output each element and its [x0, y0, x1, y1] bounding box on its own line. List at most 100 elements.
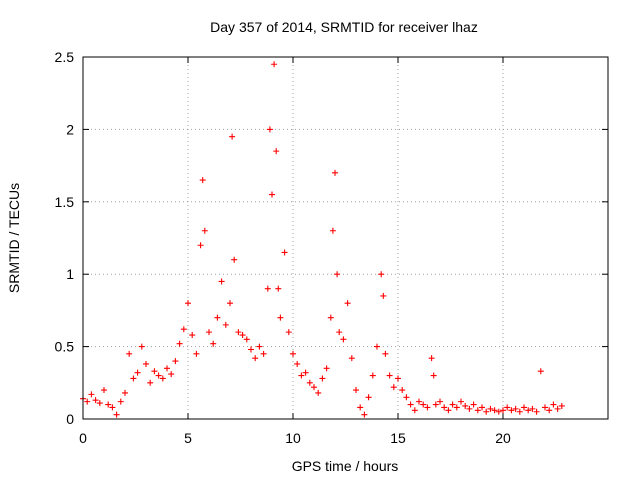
data-point [222, 321, 229, 328]
data-point [470, 401, 477, 408]
plot-frame [82, 56, 609, 420]
data-point [537, 368, 544, 375]
data-point [210, 340, 217, 347]
data-point [369, 372, 376, 379]
data-point [542, 404, 548, 411]
data-point [319, 375, 326, 382]
x-tick-labels: 0 5 10 15 20 [79, 430, 511, 446]
data-point [84, 398, 91, 405]
y-tick-label: 2 [66, 121, 74, 137]
chart-title: Day 357 of 2014, SRMTID for receiver lha… [210, 19, 478, 35]
data-point [88, 391, 95, 398]
data-point [275, 285, 282, 292]
data-point [353, 387, 359, 394]
data-point [529, 405, 536, 412]
data-point [189, 332, 196, 339]
data-point [432, 401, 439, 408]
data-point [113, 411, 120, 418]
data-point [294, 360, 301, 367]
data-point [361, 411, 368, 418]
data-point [428, 355, 435, 362]
data-point [416, 398, 422, 405]
data-point [306, 379, 313, 386]
data-point [445, 407, 452, 414]
data-point [168, 371, 175, 378]
data-point [285, 329, 292, 336]
x-tick-label: 5 [184, 430, 192, 446]
data-point [512, 405, 519, 412]
data-point [206, 329, 212, 336]
data-point [243, 336, 250, 343]
data-point [329, 227, 336, 234]
data-point [554, 405, 561, 412]
data-point [521, 404, 527, 411]
x-tick-label: 0 [79, 430, 87, 446]
data-point [96, 400, 103, 407]
data-point [239, 332, 246, 339]
data-point [336, 329, 343, 336]
data-point [441, 404, 448, 411]
data-point [298, 372, 305, 379]
data-point [516, 408, 523, 415]
data-point [504, 404, 511, 411]
data-point [185, 300, 191, 307]
data-point [164, 365, 170, 372]
data-point [323, 365, 330, 372]
data-points [80, 61, 565, 418]
data-point [172, 358, 179, 365]
data-point [155, 372, 162, 379]
data-point [199, 177, 206, 184]
data-point [281, 249, 288, 256]
data-point [558, 402, 565, 409]
data-point [109, 404, 116, 411]
data-point [334, 271, 341, 278]
y-tick-label: 1 [66, 266, 74, 282]
data-point [458, 398, 464, 405]
data-point [159, 375, 166, 382]
data-point [193, 350, 200, 357]
y-tick-label: 0 [66, 411, 74, 427]
data-point [453, 404, 460, 411]
data-point [479, 404, 485, 411]
data-point [533, 408, 540, 415]
data-point [269, 191, 275, 198]
data-point [430, 372, 437, 379]
data-point [462, 402, 469, 409]
data-point [380, 292, 387, 299]
data-point [424, 404, 431, 411]
data-point [365, 394, 372, 401]
data-point [176, 340, 183, 347]
data-point [143, 360, 149, 367]
y-axis-label: SRMTID / TECUs [6, 183, 22, 293]
axis-ticks [82, 56, 608, 420]
data-point [550, 401, 557, 408]
data-point [357, 404, 364, 411]
data-point [386, 372, 393, 379]
data-point [302, 369, 309, 376]
data-point [474, 407, 481, 414]
data-point [126, 350, 133, 357]
data-point [197, 242, 204, 249]
data-point [260, 350, 267, 357]
data-point [214, 314, 221, 321]
data-point [374, 343, 380, 350]
data-point [117, 398, 124, 405]
data-point [495, 408, 502, 415]
data-point [229, 133, 236, 140]
data-point [378, 271, 385, 278]
data-point [201, 227, 208, 234]
data-point [311, 384, 317, 391]
data-point [277, 314, 284, 321]
data-point [315, 389, 322, 396]
data-point [411, 407, 418, 414]
data-point [491, 407, 498, 414]
data-point [407, 401, 414, 408]
data-point [348, 355, 355, 362]
data-point [101, 387, 107, 394]
x-tick-label: 20 [495, 430, 511, 446]
data-point [138, 343, 145, 350]
data-point [264, 285, 271, 292]
data-point [122, 389, 128, 396]
grid [83, 57, 608, 419]
